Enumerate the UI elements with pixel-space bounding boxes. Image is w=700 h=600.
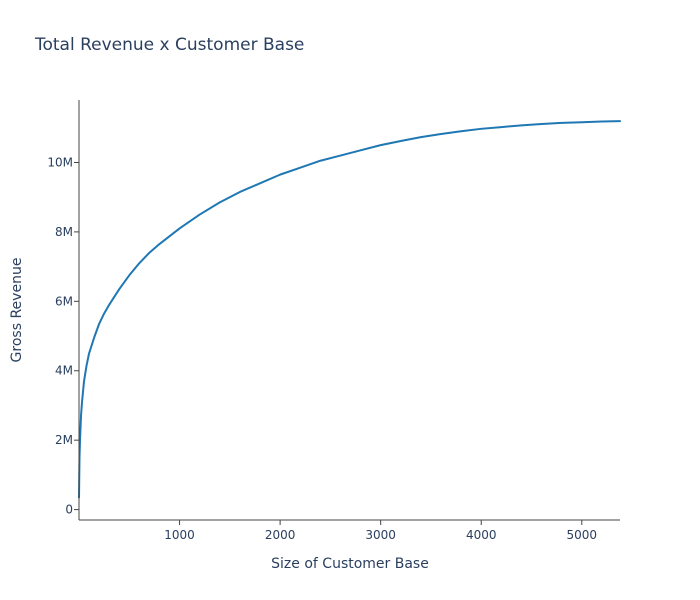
y-tick-label: 2M — [55, 433, 73, 447]
series-line-0 — [78, 120, 621, 499]
plot-area — [78, 120, 621, 499]
x-axis-title: Size of Customer Base — [271, 556, 429, 572]
y-tick-label: 6M — [55, 294, 73, 308]
y-tick-label: 8M — [55, 225, 73, 239]
x-axis-ticks: 1000 2000 3000 4000 5000 — [164, 520, 597, 542]
x-tick-label: 2000 — [265, 528, 296, 542]
x-tick-label: 1000 — [164, 528, 195, 542]
x-tick-label: 3000 — [365, 528, 396, 542]
y-tick-label: 4M — [55, 364, 73, 378]
x-tick-label: 5000 — [567, 528, 598, 542]
y-tick-label: 10M — [47, 155, 73, 169]
y-axis-title: Gross Revenue — [9, 258, 25, 363]
chart-title: Total Revenue x Customer Base — [34, 35, 304, 55]
y-tick-label: 0 — [65, 503, 73, 517]
x-tick-label: 4000 — [466, 528, 497, 542]
y-axis-ticks: 0 2M 4M 6M 8M 10M — [47, 155, 79, 517]
